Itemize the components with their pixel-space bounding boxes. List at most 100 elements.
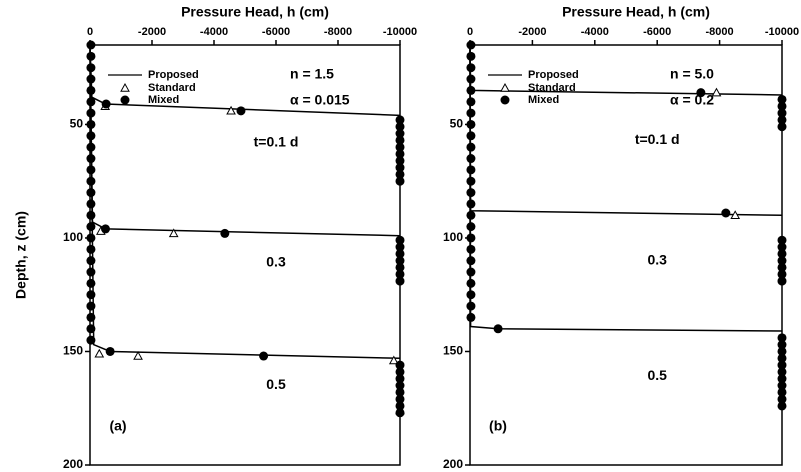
mixed-point: [395, 176, 405, 186]
mixed-point: [777, 115, 787, 125]
mixed-point: [466, 199, 476, 209]
mixed-point: [86, 222, 96, 232]
mixed-point: [101, 224, 110, 234]
legend-marker: [120, 95, 130, 105]
mixed-point: [777, 94, 787, 104]
mixed-point: [395, 169, 405, 179]
profile-line: [469, 44, 783, 96]
y-tick-label: 200: [63, 457, 83, 471]
x-tick-label: -2000: [518, 26, 546, 38]
mixed-point: [395, 135, 405, 145]
parameter: n = 5.0: [670, 66, 714, 82]
parameter: α = 0.2: [670, 92, 714, 108]
x-tick-label: 0: [467, 26, 473, 38]
mixed-point: [395, 269, 405, 279]
mixed-point: [86, 74, 96, 84]
mixed-point: [86, 324, 96, 334]
mixed-point: [395, 156, 405, 166]
legend-label: Proposed: [528, 69, 579, 81]
parameter: α = 0.015: [290, 92, 350, 108]
mixed-point: [777, 276, 787, 286]
x-axis-title: Pressure Head, h (cm): [181, 4, 329, 20]
mixed-point: [259, 351, 269, 361]
mixed-point: [777, 340, 787, 350]
mixed-point: [220, 228, 230, 238]
y-tick-label: 50: [70, 117, 84, 131]
legend-label: Standard: [528, 82, 576, 94]
mixed-point: [466, 154, 476, 164]
mixed-point: [395, 122, 405, 132]
mixed-point: [777, 235, 787, 245]
mixed-point: [777, 374, 787, 384]
mixed-point: [777, 387, 787, 397]
mixed-point: [86, 312, 96, 322]
x-tick-label: -8000: [706, 26, 734, 38]
mixed-point: [466, 131, 476, 141]
mixed-point: [105, 346, 115, 356]
legend-label: Mixed: [528, 94, 559, 106]
standard-point: [94, 348, 105, 358]
mixed-point: [466, 267, 476, 277]
mixed-point: [466, 97, 476, 107]
mixed-point: [777, 360, 787, 370]
mixed-point: [696, 88, 706, 98]
y-axis-title: Depth, z (cm): [13, 211, 29, 299]
mixed-point: [466, 278, 476, 288]
legend-marker: [500, 95, 510, 105]
mixed-point: [395, 401, 405, 411]
mixed-point: [395, 408, 405, 418]
mixed-point: [777, 242, 787, 252]
mixed-point: [86, 188, 96, 198]
mixed-point: [466, 188, 476, 198]
legend-marker: [120, 82, 130, 92]
curve-label: 0.5: [266, 376, 286, 392]
mixed-point: [777, 401, 787, 411]
plot-frame: [89, 44, 401, 466]
mixed-point: [86, 301, 96, 311]
standard-point: [711, 87, 722, 97]
mixed-point: [395, 129, 405, 139]
mixed-point: [395, 163, 405, 173]
mixed-point: [86, 267, 96, 277]
mixed-point: [777, 346, 787, 356]
mixed-point: [777, 353, 787, 363]
standard-point: [226, 105, 236, 115]
curve-label: 0.3: [647, 251, 667, 267]
mixed-point: [86, 97, 96, 107]
panel-label: (a): [109, 418, 126, 434]
legend-label: Proposed: [148, 69, 199, 81]
curve-label: 0.3: [266, 254, 286, 270]
mixed-point: [466, 119, 476, 129]
mixed-point: [236, 106, 246, 116]
x-tick-label: -6000: [643, 26, 671, 38]
mixed-point: [86, 85, 96, 95]
mixed-point: [86, 335, 96, 345]
mixed-point: [721, 208, 731, 218]
legend-marker: [500, 82, 510, 92]
mixed-point: [86, 199, 96, 209]
mixed-point: [777, 256, 787, 266]
x-axis-title: Pressure Head, h (cm): [562, 4, 710, 20]
mixed-point: [395, 115, 405, 125]
profile-line: [89, 44, 401, 117]
mixed-point: [466, 74, 476, 84]
plot-frame: [469, 44, 783, 466]
mixed-point: [86, 51, 96, 61]
mixed-point: [86, 154, 96, 164]
mixed-point: [86, 63, 96, 73]
mixed-point: [86, 233, 96, 243]
mixed-point: [395, 276, 405, 286]
standard-point: [168, 228, 179, 238]
mixed-point: [86, 40, 96, 50]
mixed-point: [395, 394, 405, 404]
mixed-point: [395, 374, 405, 384]
mixed-point: [395, 262, 405, 272]
mixed-point: [86, 165, 96, 175]
x-tick-label: -2000: [138, 26, 166, 38]
mixed-point: [395, 381, 405, 391]
mixed-point: [493, 324, 503, 334]
x-tick-label: 0: [87, 26, 93, 38]
profile-line: [469, 44, 783, 332]
y-tick-label: 150: [63, 344, 83, 358]
standard-point: [133, 350, 143, 360]
